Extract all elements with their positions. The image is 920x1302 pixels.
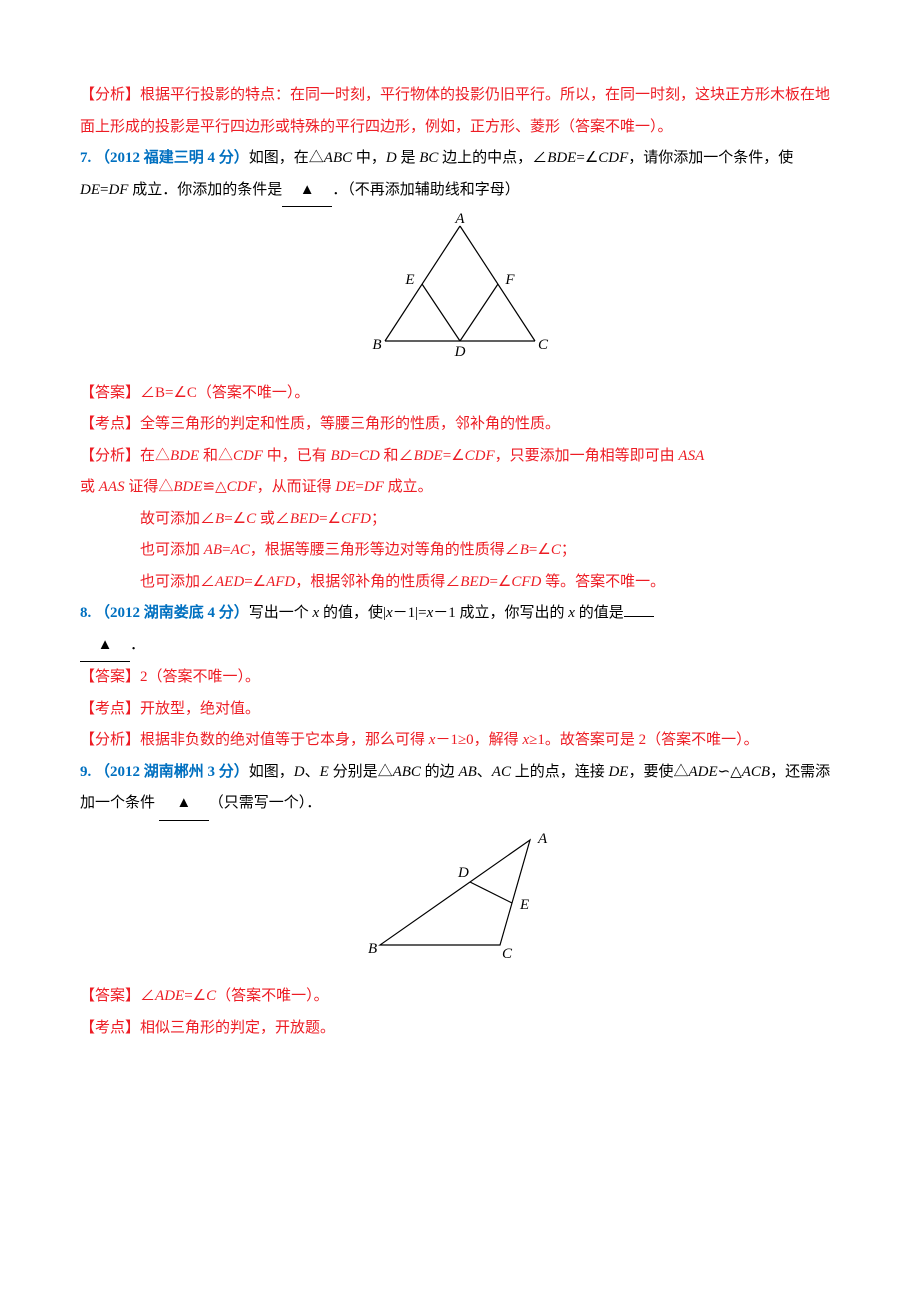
svg-text:C: C <box>538 337 549 353</box>
q8-number: 8. （2012 湖南娄底 4 分） <box>80 605 249 621</box>
q9-topic: 【考点】相似三角形的判定，开放题。 <box>80 1013 840 1045</box>
q6-analysis-text: 根据平行投影的特点：在同一时刻，平行物体的投影仍旧平行。所以，在同一时刻，这块正… <box>80 87 830 135</box>
svg-text:E: E <box>519 897 529 913</box>
svg-text:A: A <box>454 211 465 227</box>
q7-blank: ▲ <box>282 175 332 208</box>
q7-analysis-l1: 【分析】在△BDE 和△CDF 中，已有 BD=CD 和∠BDE=∠CDF，只要… <box>80 441 840 473</box>
q7-analysis-l3: 故可添加∠B=∠C 或∠BED=∠CFD； <box>80 504 840 536</box>
q7-analysis-l4: 也可添加 AB=AC，根据等腰三角形等边对等角的性质得∠B=∠C； <box>80 535 840 567</box>
svg-text:E: E <box>404 272 414 288</box>
svg-text:D: D <box>457 865 469 881</box>
topic-label: 【考点】 <box>80 701 140 717</box>
q7-topic: 【考点】全等三角形的判定和性质，等腰三角形的性质，邻补角的性质。 <box>80 409 840 441</box>
q8-stem: 8. （2012 湖南娄底 4 分）写出一个 x 的值，使|x－1|=x－1 成… <box>80 598 840 630</box>
topic-label: 【考点】 <box>80 416 140 432</box>
q9-answer: 【答案】∠ADE=∠C（答案不唯一）。 <box>80 981 840 1013</box>
q9-figure: A B C D E <box>80 825 840 978</box>
topic-label: 【考点】 <box>80 1020 140 1036</box>
q8-stem-line2: ▲． <box>80 630 840 663</box>
q8-blank: ▲ <box>80 630 130 663</box>
q7-stem: 7. （2012 福建三明 4 分）如图，在△ABC 中，D 是 BC 边上的中… <box>80 143 840 207</box>
answer-label: 【答案】 <box>80 385 140 401</box>
q8-answer: 【答案】2（答案不唯一）。 <box>80 662 840 694</box>
q7-answer: 【答案】∠B=∠C（答案不唯一）。 <box>80 378 840 410</box>
svg-text:B: B <box>372 337 381 353</box>
analysis-label: 【分析】 <box>80 87 140 103</box>
answer-label: 【答案】 <box>80 669 140 685</box>
analysis-label: 【分析】 <box>80 448 140 464</box>
analysis-label: 【分析】 <box>80 732 140 748</box>
q6-analysis: 【分析】根据平行投影的特点：在同一时刻，平行物体的投影仍旧平行。所以，在同一时刻… <box>80 80 840 143</box>
q8-analysis: 【分析】根据非负数的绝对值等于它本身，那么可得 x－1≥0，解得 x≥1。故答案… <box>80 725 840 757</box>
svg-text:A: A <box>537 831 548 847</box>
q7-analysis-l5: 也可添加∠AED=∠AFD，根据邻补角的性质得∠BED=∠CFD 等。答案不唯一… <box>80 567 840 599</box>
q7-figure: A B C D E F <box>80 211 840 374</box>
svg-text:B: B <box>368 941 377 957</box>
svg-text:F: F <box>504 272 515 288</box>
q8-topic: 【考点】开放型，绝对值。 <box>80 694 840 726</box>
answer-label: 【答案】 <box>80 988 140 1004</box>
q7-number: 7. （2012 福建三明 4 分） <box>80 150 249 166</box>
q9-stem: 9. （2012 湖南郴州 3 分）如图，D、E 分别是△ABC 的边 AB、A… <box>80 757 840 821</box>
q7-analysis-l2: 或 AAS 证得△BDE≌△CDF，从而证得 DE=DF 成立。 <box>80 472 840 504</box>
svg-text:D: D <box>454 344 466 360</box>
q9-number: 9. （2012 湖南郴州 3 分） <box>80 764 249 780</box>
q9-blank: ▲ <box>159 788 209 821</box>
svg-text:C: C <box>502 946 513 962</box>
